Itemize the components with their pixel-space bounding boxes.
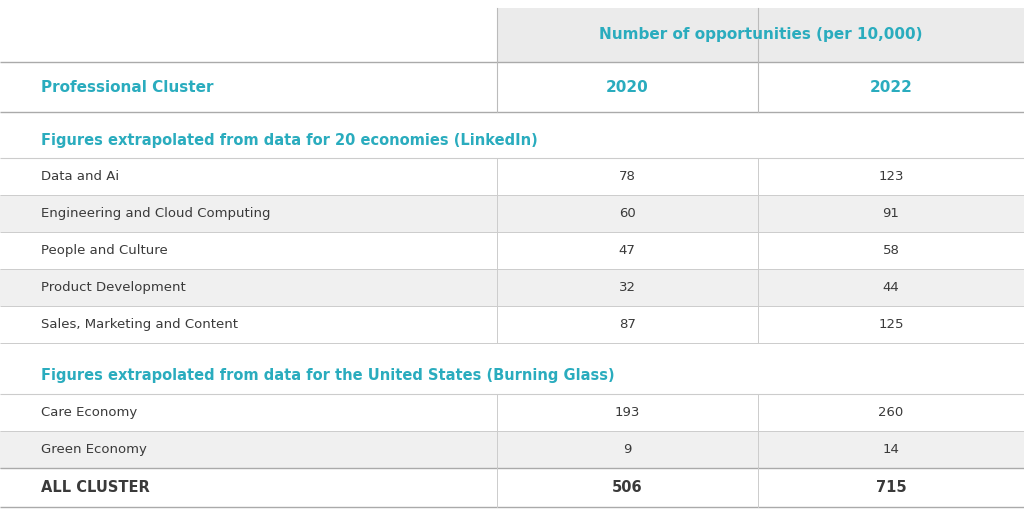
Text: Product Development: Product Development (41, 281, 185, 294)
Bar (0, 269, 1024, 306)
Text: 506: 506 (612, 480, 642, 495)
Text: Figures extrapolated from data for 20 economies (LinkedIn): Figures extrapolated from data for 20 ec… (41, 132, 538, 148)
Text: 78: 78 (618, 170, 636, 183)
Text: 47: 47 (618, 244, 636, 257)
Text: People and Culture: People and Culture (41, 244, 168, 257)
Text: Number of opportunities (per 10,000): Number of opportunities (per 10,000) (599, 27, 922, 43)
Text: 260: 260 (879, 406, 903, 419)
Text: 715: 715 (876, 480, 906, 495)
Text: 9: 9 (623, 443, 632, 456)
Text: 14: 14 (883, 443, 899, 456)
Text: 125: 125 (879, 318, 903, 331)
Bar (0, 158, 1024, 195)
Text: 87: 87 (618, 318, 636, 331)
Bar (497, 8, 1024, 62)
Text: Care Economy: Care Economy (41, 406, 137, 419)
Bar (0, 343, 1024, 394)
Bar (0, 468, 1024, 507)
Bar (0, 122, 1024, 158)
Bar (0, 306, 1024, 343)
Bar (0, 394, 1024, 431)
Text: 2020: 2020 (606, 80, 648, 94)
Text: 193: 193 (614, 406, 640, 419)
Text: Sales, Marketing and Content: Sales, Marketing and Content (41, 318, 238, 331)
Text: 123: 123 (879, 170, 903, 183)
Text: 58: 58 (883, 244, 899, 257)
Text: Figures extrapolated from data for the United States (Burning Glass): Figures extrapolated from data for the U… (41, 368, 614, 383)
Bar (0, 62, 1024, 112)
Text: 44: 44 (883, 281, 899, 294)
Text: Data and Ai: Data and Ai (41, 170, 119, 183)
Text: 60: 60 (618, 207, 636, 220)
Text: 32: 32 (618, 281, 636, 294)
Text: 91: 91 (883, 207, 899, 220)
Bar (0, 232, 1024, 269)
Text: 2022: 2022 (869, 80, 912, 94)
Text: Engineering and Cloud Computing: Engineering and Cloud Computing (41, 207, 270, 220)
Bar (0, 431, 1024, 468)
Text: Professional Cluster: Professional Cluster (41, 80, 213, 94)
Bar (0, 195, 1024, 232)
Text: ALL CLUSTER: ALL CLUSTER (41, 480, 150, 495)
Text: Green Economy: Green Economy (41, 443, 146, 456)
Bar (0, 8, 497, 62)
